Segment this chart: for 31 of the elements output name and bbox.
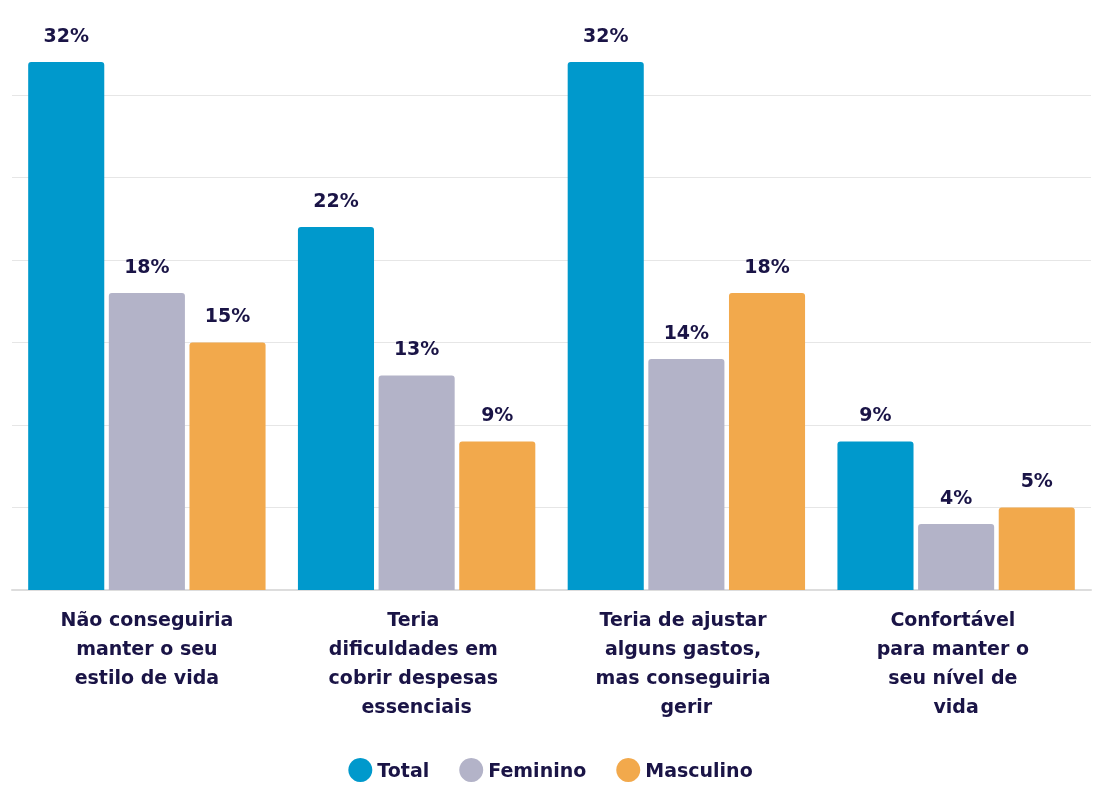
bar [918, 524, 995, 590]
bar [297, 227, 375, 590]
bar [728, 293, 806, 590]
x-tick-label: Teria de ajustar alguns gastos, mas conseguiria gerir [595, 607, 778, 717]
bar [837, 441, 914, 590]
data-label: 13% [393, 337, 440, 359]
legend-label: Feminino [488, 759, 587, 781]
data-label: 18% [124, 254, 170, 277]
data-label: 4% [939, 485, 973, 508]
data-label: 14% [663, 320, 710, 343]
legend-label: Total [377, 759, 430, 781]
x-tick-label: Confortável para manter o seu nível de vida [876, 607, 1036, 717]
bar [108, 293, 185, 590]
x-tick-label: Teria dificuldades em cobrir despesas essenciais [328, 607, 505, 717]
bar [567, 62, 644, 590]
bar [189, 342, 266, 590]
data-label: 32% [582, 23, 629, 46]
legend-label: Masculino [645, 759, 753, 781]
bar [28, 62, 105, 590]
bar [378, 375, 455, 590]
data-label: 18% [744, 254, 790, 277]
bar [648, 359, 725, 590]
x-tick-label: Não conseguiria manter o seu estilo de vida [60, 607, 234, 688]
data-label: 32% [43, 23, 89, 46]
data-label: 9% [481, 403, 514, 425]
bar [459, 441, 536, 590]
data-label: 9% [859, 403, 892, 425]
data-label: 5% [1020, 469, 1053, 491]
data-label: 22% [313, 188, 359, 211]
bar [998, 507, 1075, 590]
data-label: 15% [204, 304, 251, 326]
